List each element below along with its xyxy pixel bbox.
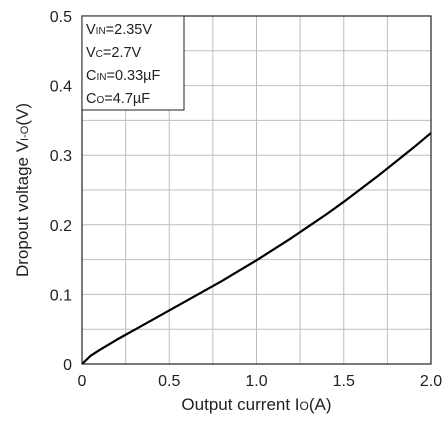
condition-text: VIN=2.35V bbox=[86, 22, 152, 38]
tick-labels: 0 0.5 1.0 1.5 2.0 0 0.1 0.2 0.3 0.4 0.5 bbox=[50, 9, 442, 390]
y-axis-label-main: Dropout voltage V bbox=[13, 140, 32, 277]
grid-lines bbox=[82, 16, 431, 364]
y-tick-label: 0.2 bbox=[50, 218, 72, 235]
x-tick-label: 0 bbox=[78, 373, 87, 390]
condition-value: =2.7V bbox=[103, 45, 142, 61]
condition-text: CIN=0.33µF bbox=[86, 68, 161, 84]
condition-sub: O bbox=[96, 95, 104, 106]
conditions-box-frame bbox=[81, 15, 185, 111]
x-axis-label-sub: O bbox=[300, 399, 309, 413]
y-tick-label: 0 bbox=[63, 357, 72, 374]
x-axis-label: Output current IO(A) bbox=[181, 395, 331, 414]
series-line bbox=[81, 132, 432, 365]
y-tick-label: 0.1 bbox=[50, 287, 72, 304]
series-layer bbox=[81, 132, 432, 365]
x-axis-label-main: Output current I bbox=[181, 395, 299, 414]
x-tick-label: 1.0 bbox=[245, 373, 267, 390]
x-tick-label: 2.0 bbox=[420, 373, 442, 390]
condition-value: =2.35V bbox=[106, 22, 153, 38]
y-axis-label-tail: (V) bbox=[13, 103, 32, 126]
x-tick-label: 0.5 bbox=[158, 373, 180, 390]
y-tick-label: 0.5 bbox=[50, 9, 72, 26]
condition-sub: C bbox=[96, 49, 103, 60]
condition-value: =4.7µF bbox=[104, 91, 150, 107]
condition-main: V bbox=[86, 45, 96, 61]
y-axis-label-sub: I-O bbox=[19, 125, 31, 141]
y-tick-label: 0.4 bbox=[50, 79, 72, 96]
y-axis-label: Dropout voltage VI-O(V) bbox=[13, 103, 32, 277]
condition-text: CO=4.7µF bbox=[86, 91, 150, 107]
x-tick-label: 1.5 bbox=[333, 373, 355, 390]
condition-main: C bbox=[86, 68, 96, 84]
x-axis-label-tail: (A) bbox=[309, 395, 332, 414]
condition-main: C bbox=[86, 91, 96, 107]
condition-main: V bbox=[86, 22, 96, 38]
y-tick-label: 0.3 bbox=[50, 148, 72, 165]
condition-sub: IN bbox=[96, 72, 106, 83]
condition-text: VC=2.7V bbox=[86, 45, 142, 61]
plot-frame bbox=[81, 15, 432, 365]
condition-value: =0.33µF bbox=[106, 68, 160, 84]
condition-sub: IN bbox=[96, 26, 106, 37]
